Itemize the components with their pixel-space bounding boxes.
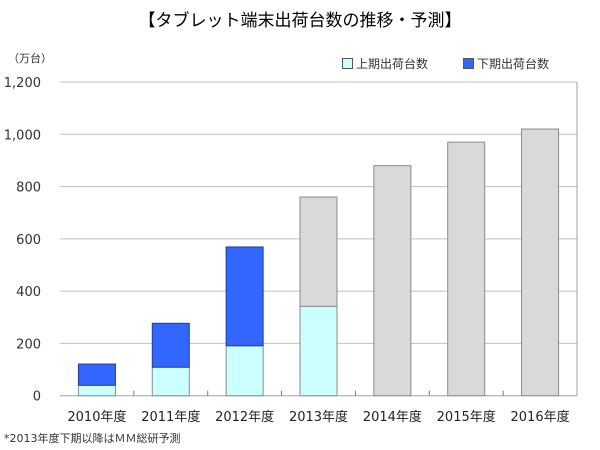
y-tick-label: 1,200 (4, 76, 41, 91)
x-tick-label: 2016年度 (511, 409, 570, 425)
x-tick-label: 2010年度 (67, 409, 126, 425)
legend-label-first-half: 上期出荷台数 (356, 57, 429, 71)
x-tick-label: 2013年度 (289, 409, 348, 425)
y-axis-unit: （万台） (8, 52, 52, 65)
bar-second-half (77, 363, 116, 386)
bar-first-half (77, 384, 116, 397)
legend-swatch-second-half (463, 58, 474, 69)
bar-forecast (521, 128, 560, 397)
bar-first-half (151, 366, 190, 397)
y-tick-label: 800 (16, 181, 41, 196)
bar-forecast (373, 165, 412, 397)
footnote: *2013年度下期以降はＭＭ総研予測 (4, 432, 181, 445)
x-tick-label: 2015年度 (437, 409, 496, 425)
bar-second-half (151, 322, 190, 368)
y-tick-label: 400 (16, 285, 41, 300)
y-tick-label: 1,000 (4, 128, 41, 143)
y-tick-label: 600 (16, 233, 41, 248)
bar-second-half (225, 246, 264, 347)
legend-item-first-half: 上期出荷台数 (342, 55, 428, 72)
y-tick-label: 200 (16, 337, 41, 352)
bar-first-half (225, 345, 264, 397)
bar-forecast (299, 196, 338, 307)
bar-first-half (299, 305, 338, 397)
legend-item-second-half: 下期出荷台数 (463, 55, 549, 72)
legend-label-second-half: 下期出荷台数 (477, 57, 550, 71)
chart-title: 【タブレット端末出荷台数の推移・予測】 (138, 11, 462, 31)
x-tick-label: 2012年度 (215, 409, 274, 425)
legend-swatch-first-half (342, 58, 353, 69)
bar-forecast (447, 141, 486, 397)
y-tick-label: 0 (33, 390, 41, 405)
x-tick-label: 2011年度 (141, 409, 200, 425)
x-tick-label: 2014年度 (363, 409, 422, 425)
